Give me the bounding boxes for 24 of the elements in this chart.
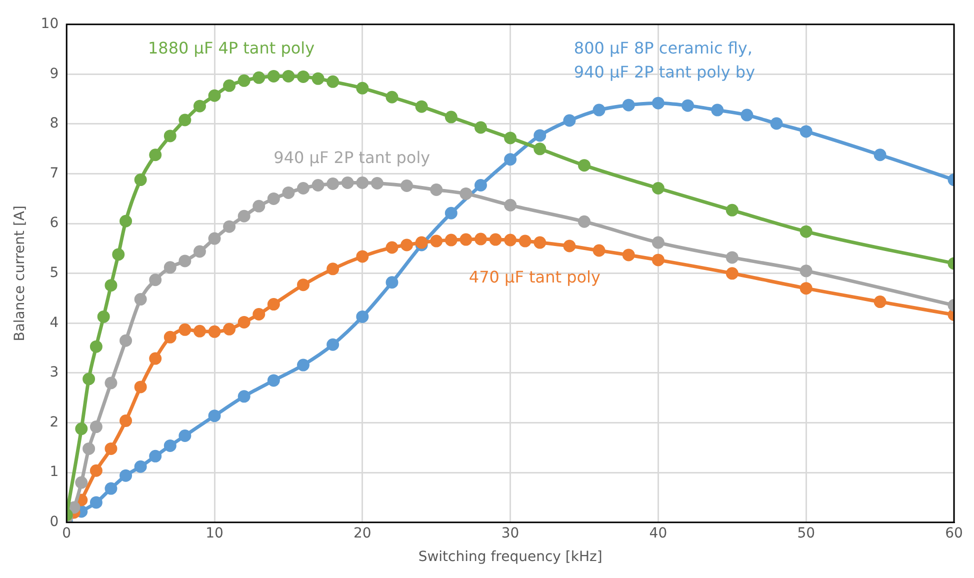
y-axis-title: Balance current [A]	[12, 206, 28, 342]
x-tick-label: 30	[501, 525, 520, 542]
x-tick-label: 40	[649, 525, 668, 542]
y-tick-label: 9	[50, 66, 59, 82]
y-tick-label: 7	[50, 165, 59, 182]
series-label: 1880 µF 4P tant poly	[148, 38, 315, 58]
x-tick-label: 10	[206, 525, 224, 542]
y-tick-label: 4	[50, 314, 59, 331]
y-tick-label: 6	[50, 215, 59, 232]
x-tick-label: 50	[797, 525, 816, 542]
x-axis-title: Switching frequency [kHz]	[418, 549, 602, 566]
series-label: 940 µF 2P tant poly	[274, 148, 430, 168]
x-tick-label: 60	[945, 525, 963, 542]
y-tick-label: 8	[50, 116, 59, 132]
series-label: 800 µF 8P ceramic fly, 940 µF 2P tant poly by	[574, 38, 756, 82]
y-tick-label: 5	[50, 265, 59, 282]
x-tick-label: 0	[62, 525, 72, 542]
series-label: 470 µF tant poly	[468, 268, 600, 287]
y-tick-label: 0	[50, 514, 59, 530]
y-tick-label: 2	[50, 414, 59, 430]
y-tick-label: 1	[50, 464, 59, 480]
x-tick-label: 20	[353, 525, 372, 542]
y-tick-label: 10	[40, 16, 59, 32]
y-tick-label: 3	[50, 364, 59, 381]
